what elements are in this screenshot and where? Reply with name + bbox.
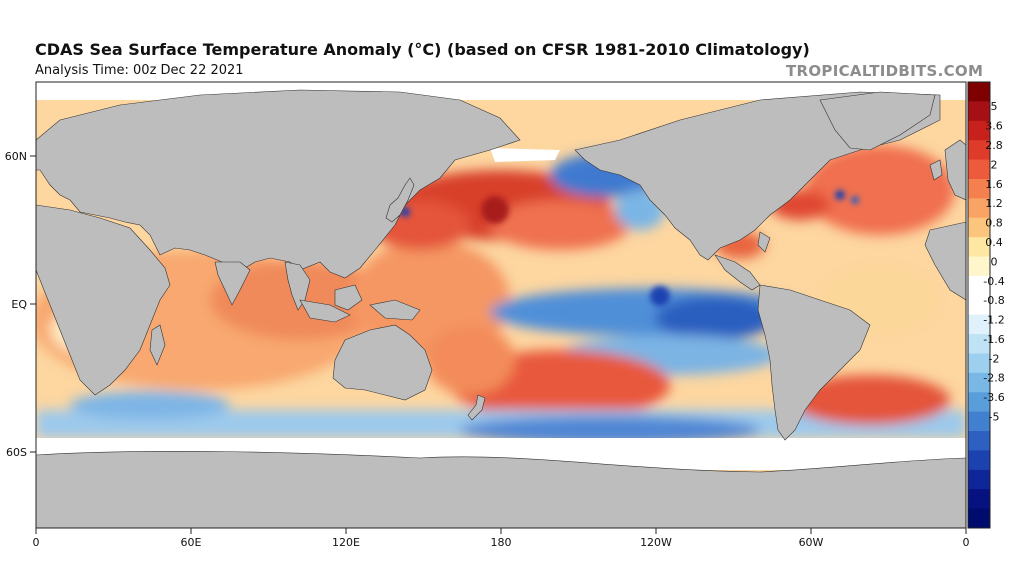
colorbar-tick-label: 0.4 [985,236,1003,249]
colorbar-swatch [968,334,990,354]
colorbar-tick-label: -0.4 [983,275,1004,288]
colorbar-tick-label: 5 [991,100,998,113]
colorbar-tick-label: -3.6 [983,391,1004,404]
africa [36,204,171,396]
eurasia [36,89,521,286]
antarctica [36,451,966,528]
map-area [36,82,966,528]
bering-sea-ice [490,148,560,162]
lon-label-60w: 60W [799,536,824,549]
new-guinea [369,299,421,321]
south-atlantic-warm [790,375,950,425]
colorbar-tick-label: 0 [991,255,998,268]
eastern-pacific-cold-core [655,296,775,340]
japan [385,177,415,223]
colorbar-tick-label: 0.8 [985,217,1003,230]
colorbar-tick-label: 2.8 [985,139,1003,152]
florida [757,231,771,253]
colorbar-frame [967,81,991,529]
land [36,89,966,528]
colorbar-swatch [968,82,990,102]
colorbar-swatch [968,353,990,374]
nino-region-cold-spot [650,286,670,306]
lon-label-0-right: 0 [963,536,970,549]
indochina [284,261,311,311]
lon-label-60e: 60E [181,536,202,549]
lon-label-0: 0 [33,536,40,549]
colorbar-tick-label: 3.6 [985,120,1003,133]
india [214,261,251,306]
lat-label-60s: 60S [6,446,27,459]
south-pacific-southern-ocean-cool [460,416,760,444]
lon-label-120w: 120W [640,536,672,549]
central-america [714,254,761,291]
british-isles [929,159,943,181]
colorbar-swatch [968,275,990,296]
europe-west-edge [944,139,966,201]
colorbar-tick-label: -2 [989,352,1000,365]
analysis-time: Analysis Time: 00z Dec 22 2021 [35,63,244,78]
colorbar-swatch [968,256,990,277]
colorbar-swatch [968,450,990,471]
colorbar-swatch [968,295,990,316]
colorbar-swatch [968,101,990,122]
colorbar-swatch [968,140,990,161]
lat-axis: 60N EQ 60S [5,150,36,459]
north-atlantic-cold-spot-2 [851,196,859,204]
colorbar-swatch [968,372,990,393]
australia [332,324,433,401]
credit-watermark: TROPICALTIDBITS.COM [786,62,984,80]
lat-label-eq: EQ [11,298,27,311]
colorbar-swatch [968,120,990,141]
map-title: CDAS Sea Surface Temperature Anomaly (°C… [35,40,810,59]
south-indian-ocean-cool [70,391,230,419]
lon-label-180: 180 [491,536,512,549]
colorbar-swatch [968,469,990,490]
south-america [757,284,871,441]
new-zealand [467,394,486,421]
colorbar-swatch [968,217,990,238]
colorbar-swatch [968,431,990,451]
colorbar-swatch [968,314,990,335]
colorbar-swatch [968,392,990,413]
colorbar-swatch [968,237,990,258]
west-africa-edge [924,221,966,301]
colorbar-swatch [968,198,990,219]
colorbar-tick-label: -5 [989,411,1000,424]
colorbar-swatch [968,411,990,432]
colorbar-swatch [968,508,990,529]
lon-axis: 0 60E 120E 180 120W 60W 0 [33,528,970,549]
colorbar-swatch [968,489,990,510]
colorbar-swatch [968,178,990,199]
lon-label-120e: 120E [332,536,360,549]
coral-sea-warm [425,325,515,395]
sumatra-java [299,299,351,323]
colorbar-tick-label: 2 [991,158,998,171]
borneo [334,284,363,311]
kuroshio-extension-hot-spot [481,196,509,224]
north-atlantic-warm [805,145,955,235]
anomaly-detail [373,190,859,306]
madagascar [149,324,166,366]
colorbar-tick-label: 1.6 [985,178,1003,191]
colorbar-tick-label: 1.2 [985,197,1003,210]
north-atlantic-cold-spot [835,190,845,200]
central-north-pacific-warm [490,200,630,250]
lat-label-60n: 60N [5,150,27,163]
colorbar-tick-label: -2.8 [983,372,1004,385]
colorbar-swatch [968,159,990,180]
colorbar-tick-label: -0.8 [983,294,1004,307]
colorbar: 5 3.6 2.8 2 1.6 1.2 0.8 0.4 0 -0.4 -0.8 -1.2 -1.6 -2 -… [967,81,1005,529]
colorbar-tick-label: -1.2 [983,314,1004,327]
colorbar-tick-label: -1.6 [983,333,1004,346]
greenland [819,91,936,151]
